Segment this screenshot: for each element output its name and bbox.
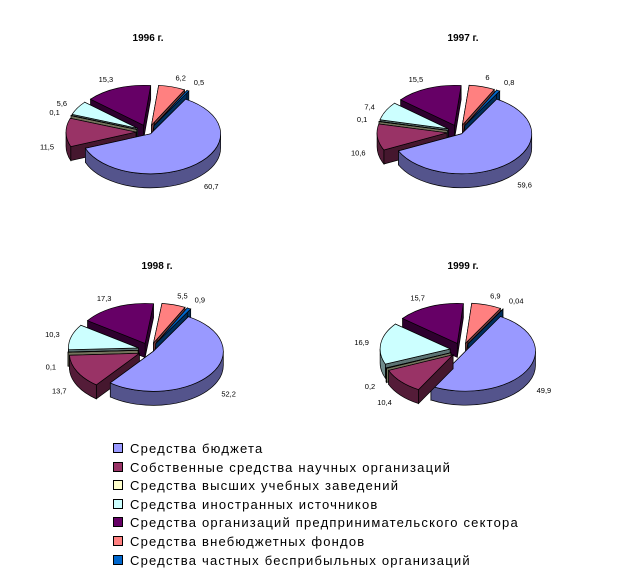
legend-swatch (113, 517, 123, 528)
legend-swatch (113, 554, 123, 565)
data-label: 0,5 (194, 78, 204, 87)
data-label: 5,5 (177, 291, 187, 300)
legend-label: Средства организаций предпринимательског… (130, 515, 519, 531)
data-label: 15,7 (410, 293, 425, 302)
legend-label: Средства иностранных источников (130, 496, 379, 512)
legend-swatch (113, 480, 123, 491)
data-label: 60,7 (204, 182, 219, 191)
pie-slice (84, 98, 221, 189)
chart-title: 1996 г. (133, 33, 164, 44)
data-label: 5,6 (57, 99, 67, 108)
pie-chart-1: 1996 г. 60,7 11,5 0,15,6 15,3 6,2 0,5 (40, 33, 221, 191)
legend-swatch (113, 498, 123, 509)
data-label: 49,9 (537, 386, 552, 395)
data-label: 15,5 (409, 75, 424, 84)
pie-slice (109, 315, 224, 406)
legend-item: Средства иностранных источников (113, 496, 519, 515)
data-label: 0,8 (504, 78, 514, 87)
legend-item: Средства организаций предпринимательског… (113, 514, 519, 533)
data-label: 0,1 (49, 108, 59, 117)
data-label: 10,4 (377, 398, 392, 407)
data-label: 0,9 (195, 296, 205, 305)
data-label: 59,6 (517, 180, 532, 189)
data-label: 10,6 (351, 148, 366, 157)
data-label: 13,7 (52, 386, 67, 395)
data-label: 15,3 (99, 75, 114, 84)
pie-chart-2: 1997 г. 59,6 10,6 0,1 7,4 15,5 6 0,8 (351, 33, 533, 189)
chart-title: 1997 г. (448, 33, 479, 44)
chart-title: 1999 г. (448, 261, 479, 272)
pie-chart-3: 1998 г. 52,2 13,7 0,1 10,3 17,3 5,5 0,9 (45, 261, 236, 406)
legend-item: Собственные средства научных организаций (113, 459, 519, 478)
chart-title: 1998 г. (142, 261, 173, 272)
legend-swatch (113, 443, 123, 453)
legend-item: Средства бюджета (113, 440, 519, 459)
legend-swatch (113, 535, 123, 546)
data-label: 0,04 (509, 296, 524, 305)
data-label: 52,2 (221, 389, 236, 398)
legend-label: Средства внебюджетных фондов (130, 533, 366, 549)
data-label: 0,1 (46, 363, 56, 372)
data-label: 0,1 (357, 115, 367, 124)
legend-item: Средства частных бесприбыльных организац… (113, 552, 519, 571)
legend-label: Средства высших учебных заведений (130, 478, 400, 494)
pie-slice (397, 98, 533, 189)
legend-label: Средства бюджета (130, 441, 264, 456)
legend-item: Средства внебюджетных фондов (113, 533, 519, 552)
data-label: 0,2 (365, 382, 375, 391)
data-label: 17,3 (97, 294, 112, 303)
pie-slice (388, 353, 455, 405)
pie-slice (69, 352, 141, 400)
data-label: 10,3 (45, 330, 60, 339)
legend: Средства бюджета Собственные средства нау… (113, 440, 519, 570)
data-label: 11,5 (40, 143, 54, 152)
pie-chart-4: 1999 г. 49,9 10,40,2 16,9 15,7 6,9 0,04 (354, 261, 551, 407)
data-label: 6 (485, 73, 489, 82)
data-label: 16,9 (354, 338, 369, 347)
data-label: 7,4 (364, 103, 374, 112)
legend-swatch (113, 461, 123, 472)
pie-slice (430, 315, 536, 406)
data-label: 6,9 (490, 291, 500, 300)
legend-label: Средства частных бесприбыльных организац… (130, 552, 471, 568)
legend-item: Средства высших учебных заведений (113, 477, 519, 496)
data-label: 6,2 (176, 73, 186, 82)
legend-label: Собственные средства научных организаций (130, 459, 452, 475)
